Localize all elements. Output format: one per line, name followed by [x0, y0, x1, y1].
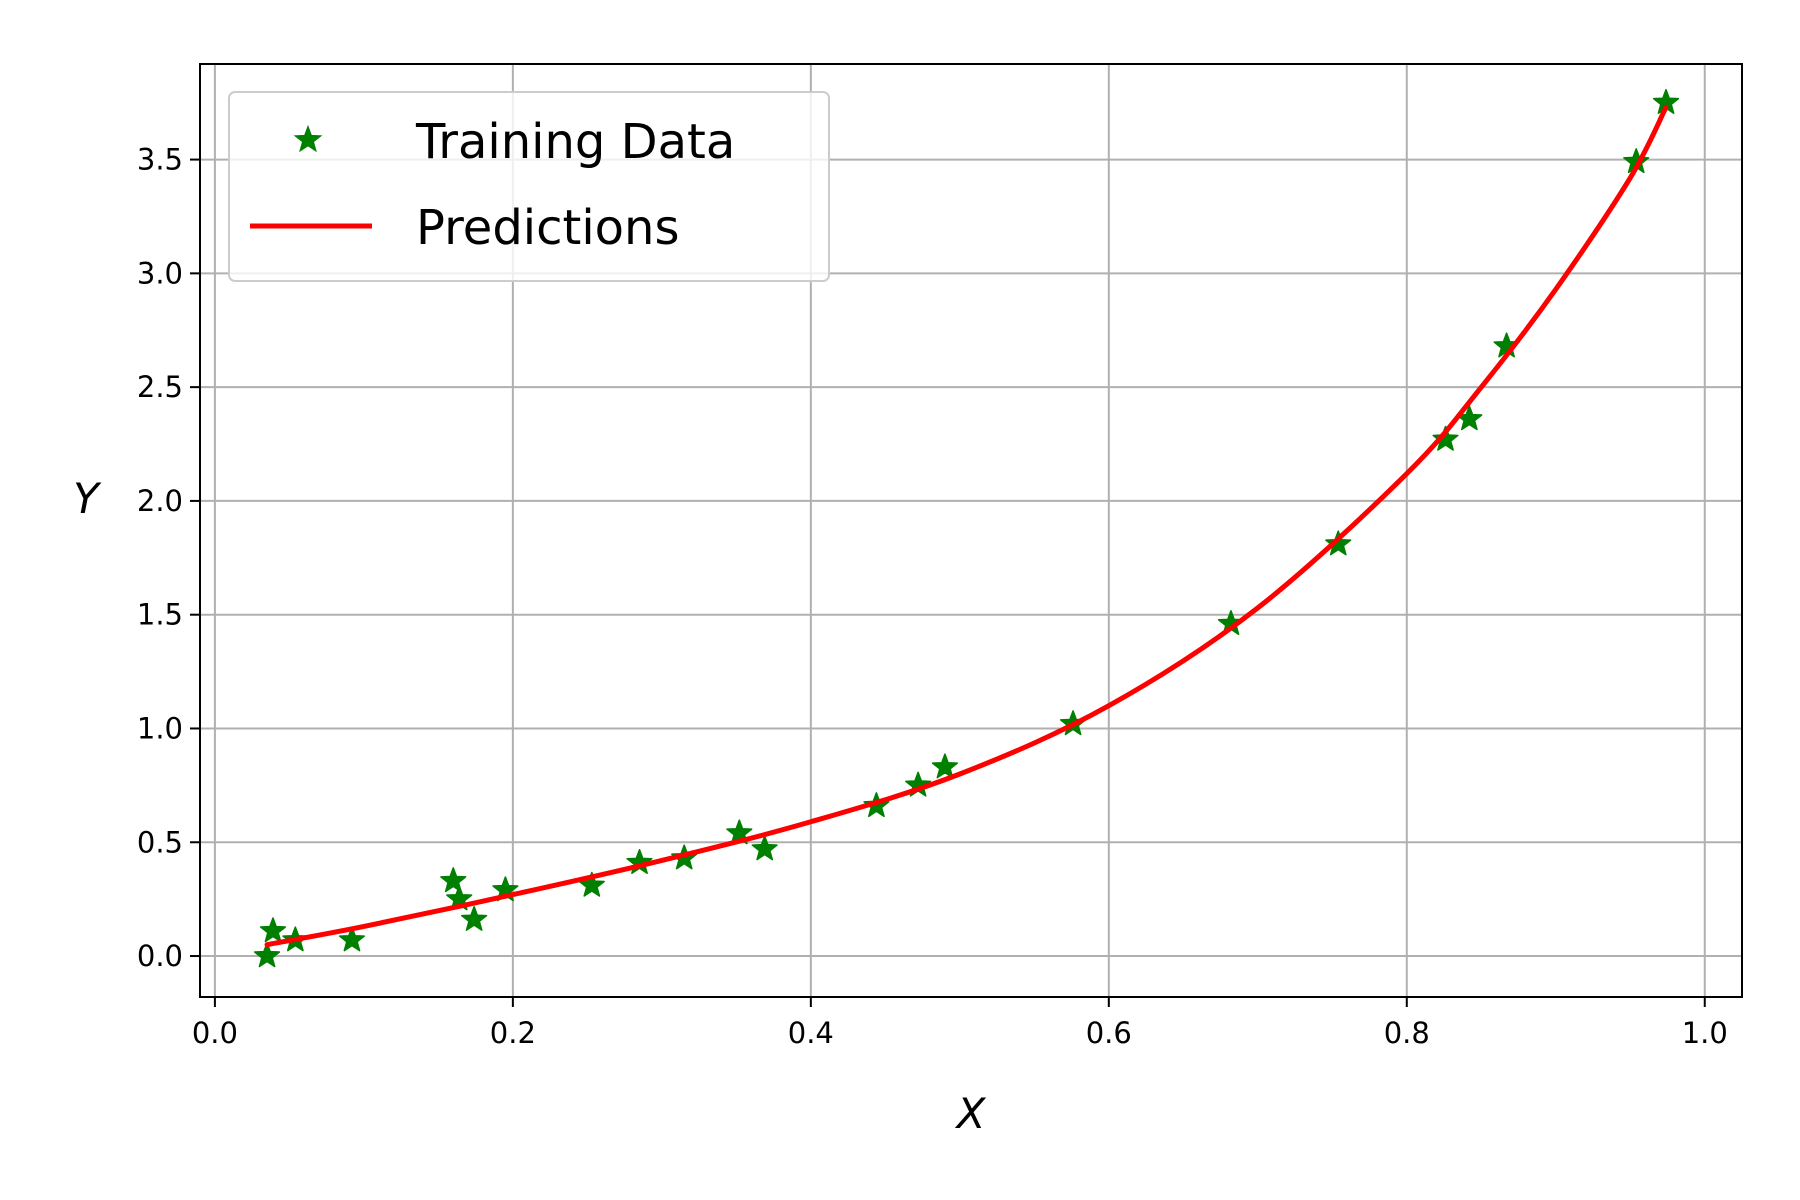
legend-marker-training-data: [293, 124, 323, 153]
training-data-point: [931, 753, 959, 779]
y-axis-label: Y: [73, 474, 102, 523]
x-tick-label: 0.0: [192, 1016, 238, 1050]
y-tick-label: 3.0: [137, 256, 183, 290]
training-data-point: [253, 942, 281, 968]
legend: Training Data Predictions: [228, 91, 830, 282]
training-data-point: [1325, 530, 1352, 556]
x-tick-label: 0.2: [490, 1016, 536, 1050]
y-tick-label: 2.0: [137, 484, 183, 518]
predictions-line: [264, 104, 1669, 948]
y-tick-label: 3.5: [137, 143, 183, 177]
training-data-point: [751, 835, 778, 861]
x-tick-label: 0.8: [1384, 1016, 1430, 1050]
y-tick-label: 0.0: [137, 939, 183, 973]
training-data-point: [461, 905, 488, 931]
legend-box: [228, 91, 830, 282]
axis-ticks: 0.0 0.2 0.4 0.6 0.8 1.0 0.0 0.5 1.0 1.5 2.0 2.5 3.0 3…: [137, 143, 1728, 1050]
plot-frame: [199, 63, 1743, 998]
plot-series: [253, 88, 1680, 968]
training-data-point: [440, 867, 467, 893]
grid: [200, 64, 1742, 997]
training-data-point: [1432, 425, 1459, 451]
x-tick-label: 0.6: [1086, 1016, 1132, 1050]
y-tick-label: 1.5: [137, 598, 183, 632]
x-tick-label: 0.4: [788, 1016, 834, 1050]
legend-label-predictions: Predictions: [416, 200, 679, 256]
y-tick-label: 2.5: [137, 370, 183, 404]
x-axis-label: X: [955, 1089, 987, 1138]
legend-label-training-data: Training Data: [415, 114, 735, 170]
y-tick-label: 0.5: [137, 825, 183, 859]
training-data-point: [338, 926, 366, 952]
y-tick-label: 1.0: [137, 711, 183, 745]
training-data-point: [259, 917, 287, 943]
x-tick-label: 1.0: [1682, 1016, 1728, 1050]
